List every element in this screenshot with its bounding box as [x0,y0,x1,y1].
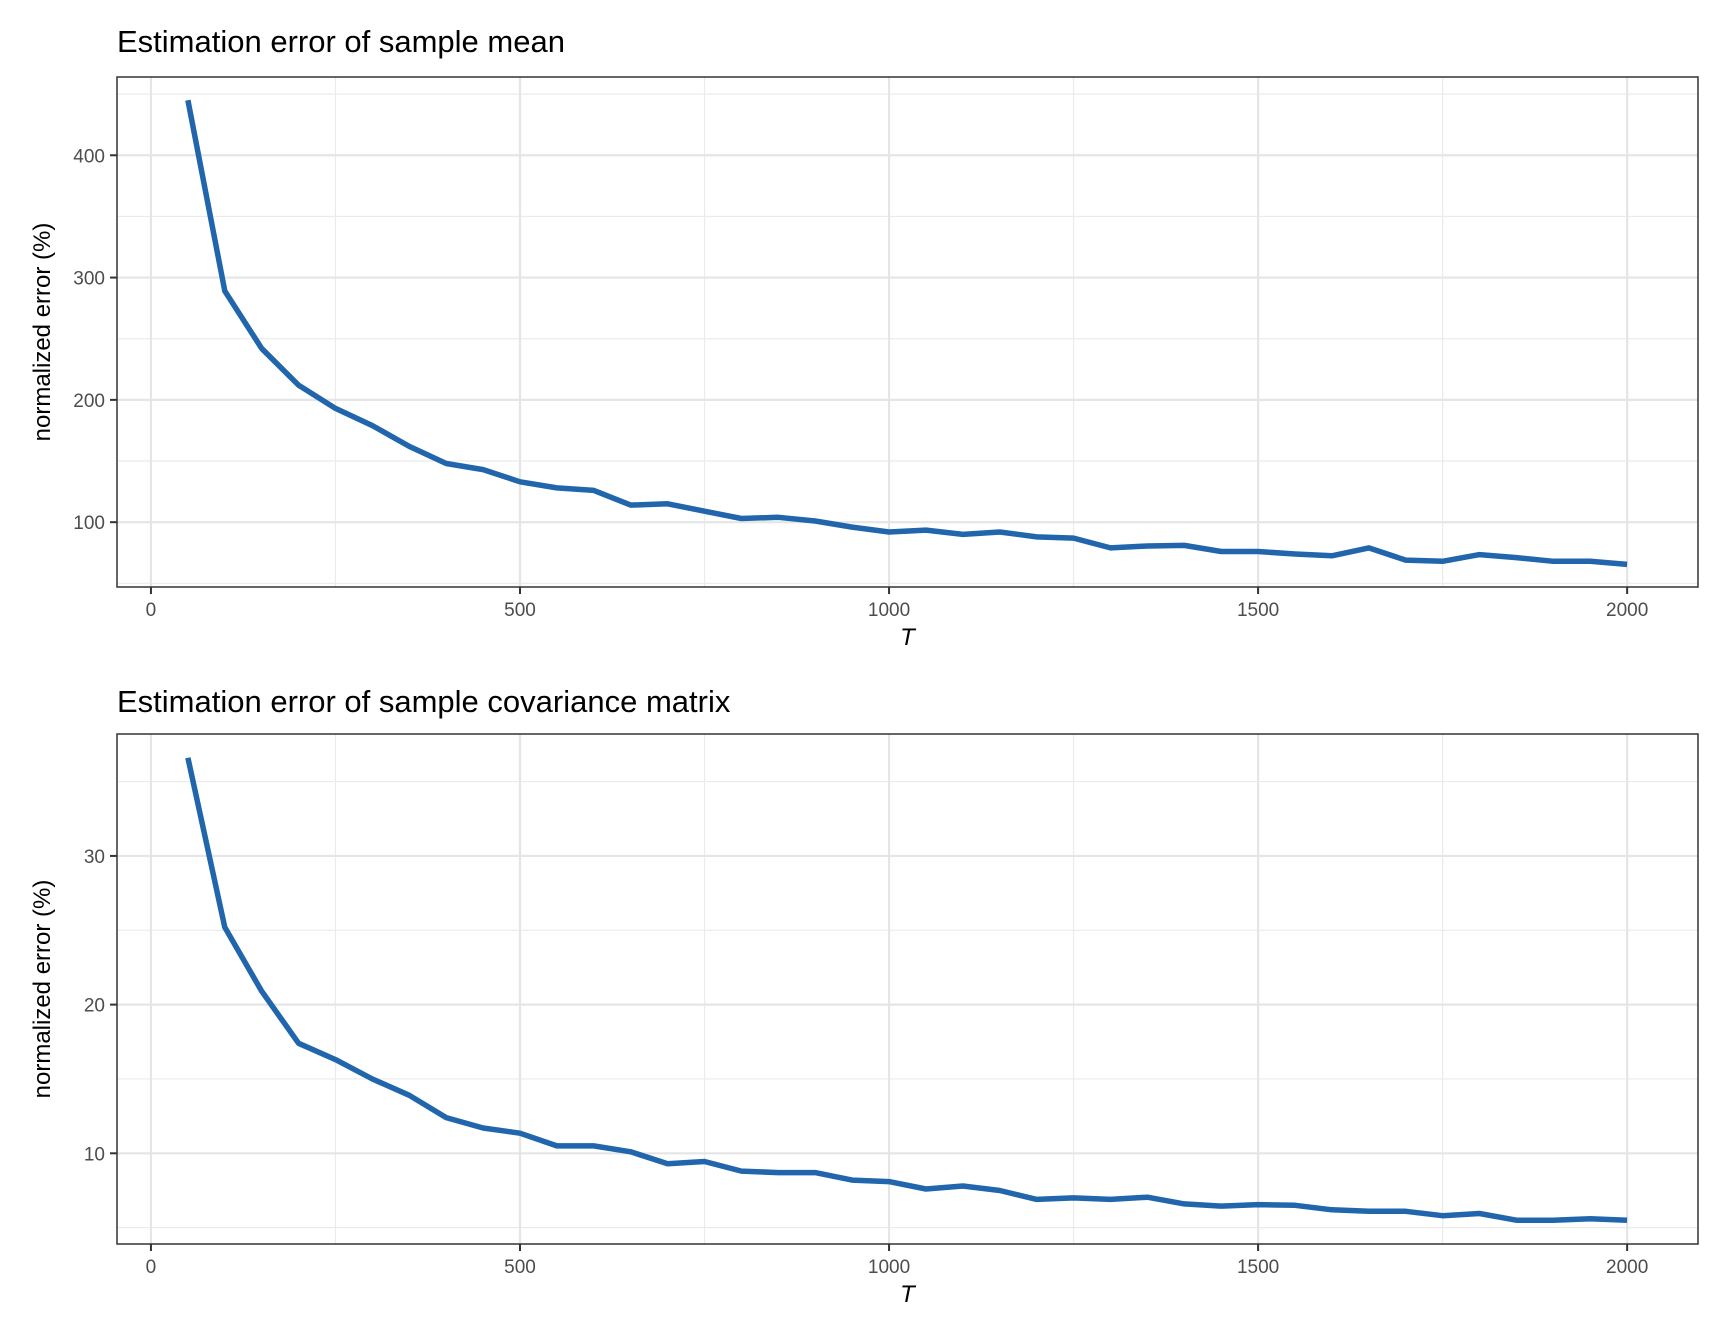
y-tick-label: 10 [84,1144,105,1165]
x-axis-title: T [900,1281,917,1308]
chart-panel-mean: 100 200 300 400 0 500 1000 1500 2000 Tnormalized … [29,76,1699,651]
y-tick-label: 400 [73,146,105,167]
x-tick-label: 2000 [1606,1257,1648,1278]
x-tick-label: 1500 [1237,1257,1279,1278]
y-axis-title: normalized error (%) [29,880,56,1099]
y-axis-title: normalized error (%) [29,223,56,442]
x-tick-label: 1500 [1237,600,1279,621]
chart-title-mean: Estimation error of sample mean [117,24,565,59]
y-tick-label: 100 [73,513,105,534]
x-tick-label: 500 [504,600,536,621]
data-line [185,757,1628,1223]
y-tick-label: 30 [84,847,105,868]
plot-background [117,734,1698,1244]
y-tick-label: 200 [73,391,105,412]
plot-background [117,77,1698,587]
x-tick-label: 2000 [1606,600,1648,621]
y-tick-label: 20 [84,996,105,1017]
plot-border [116,76,1699,588]
x-tick-label: 0 [146,600,157,621]
x-tick-label: 500 [504,1257,536,1278]
data-line [185,99,1628,568]
chart-title-covariance: Estimation error of sample covariance ma… [117,684,731,719]
x-tick-label: 1000 [868,600,910,621]
x-axis-title: T [900,624,917,651]
y-tick-label: 300 [73,269,105,290]
plot-border [116,733,1699,1245]
x-tick-label: 0 [146,1257,157,1278]
x-tick-label: 1000 [868,1257,910,1278]
